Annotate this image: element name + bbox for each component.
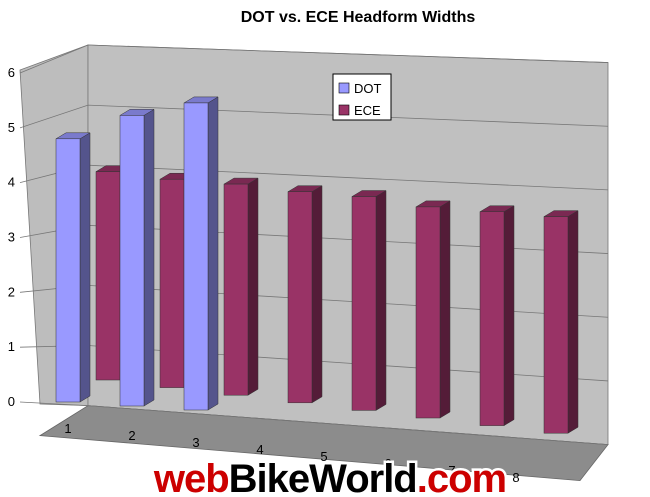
bar-dot-3 [183, 96, 219, 411]
bar-ece-8 [543, 210, 579, 434]
bar-side [311, 185, 323, 404]
legend-swatch-dot [338, 82, 350, 94]
bar-ece-6 [415, 200, 451, 419]
bar-dot-2 [119, 108, 155, 407]
x-tick-label: 1 [64, 421, 71, 436]
bar-ece-4 [287, 185, 323, 404]
gridline [19, 44, 609, 74]
x-tick-label: 8 [512, 470, 519, 485]
bar-ece-3 [223, 177, 259, 396]
y-tick-label: 0 [8, 394, 15, 409]
legend-swatch-ece [338, 104, 350, 116]
bar-side [247, 177, 259, 396]
bar-front [351, 196, 377, 411]
y-tick-label: 3 [8, 230, 15, 245]
chart-title: DOT vs. ECE Headform Widths [241, 9, 476, 26]
watermark-logo: webBikeWorld.com [150, 455, 509, 497]
y-tick-label: 4 [8, 175, 15, 190]
bar-side [79, 132, 91, 403]
x-tick-label: 3 [192, 435, 199, 450]
chart-bars [55, 96, 579, 434]
bar-front [287, 191, 313, 404]
legend-label-ece: ECE [354, 103, 381, 118]
bar-dot-1 [55, 132, 91, 403]
y-tick-label: 2 [8, 284, 15, 299]
x-tick-label: 6 [384, 456, 391, 471]
bar-front [55, 138, 81, 403]
x-tick-label: 5 [320, 449, 327, 464]
chart-legend: DOT ECE [332, 73, 392, 121]
watermark-prefix: web [153, 457, 229, 497]
y-tick-label: 1 [8, 339, 15, 354]
bar-ece-7 [479, 205, 515, 427]
bar-side [567, 210, 579, 434]
watermark-suffix: .com [417, 457, 506, 497]
gridline [19, 104, 609, 129]
bar-side [375, 190, 387, 411]
bar-side [503, 205, 515, 427]
bar-front [415, 206, 441, 419]
watermark-text: webBikeWorld.com [153, 457, 506, 497]
bar-front [119, 115, 145, 407]
bar-side [439, 200, 451, 419]
bar-front [95, 171, 121, 381]
x-tick-label: 7 [448, 463, 455, 478]
gridline [19, 401, 609, 445]
bar-front [183, 102, 209, 411]
y-tick-label: 6 [8, 65, 15, 80]
chart-ticks: 0 1 2 3 4 5 6 1 2 3 4 5 6 7 8 [8, 65, 520, 485]
bar-side [207, 96, 219, 411]
bar-front [223, 183, 249, 396]
x-tick-label: 4 [256, 442, 263, 457]
x-tick-label: 2 [128, 428, 135, 443]
y-tick-label: 5 [8, 120, 15, 135]
bar-ece-5 [351, 190, 387, 411]
bar-front [543, 216, 569, 434]
bar-front [479, 211, 505, 426]
legend-label-dot: DOT [354, 81, 382, 96]
bar-front [159, 178, 185, 388]
watermark-brand: BikeWorld [229, 457, 417, 497]
bar-side [143, 108, 155, 407]
